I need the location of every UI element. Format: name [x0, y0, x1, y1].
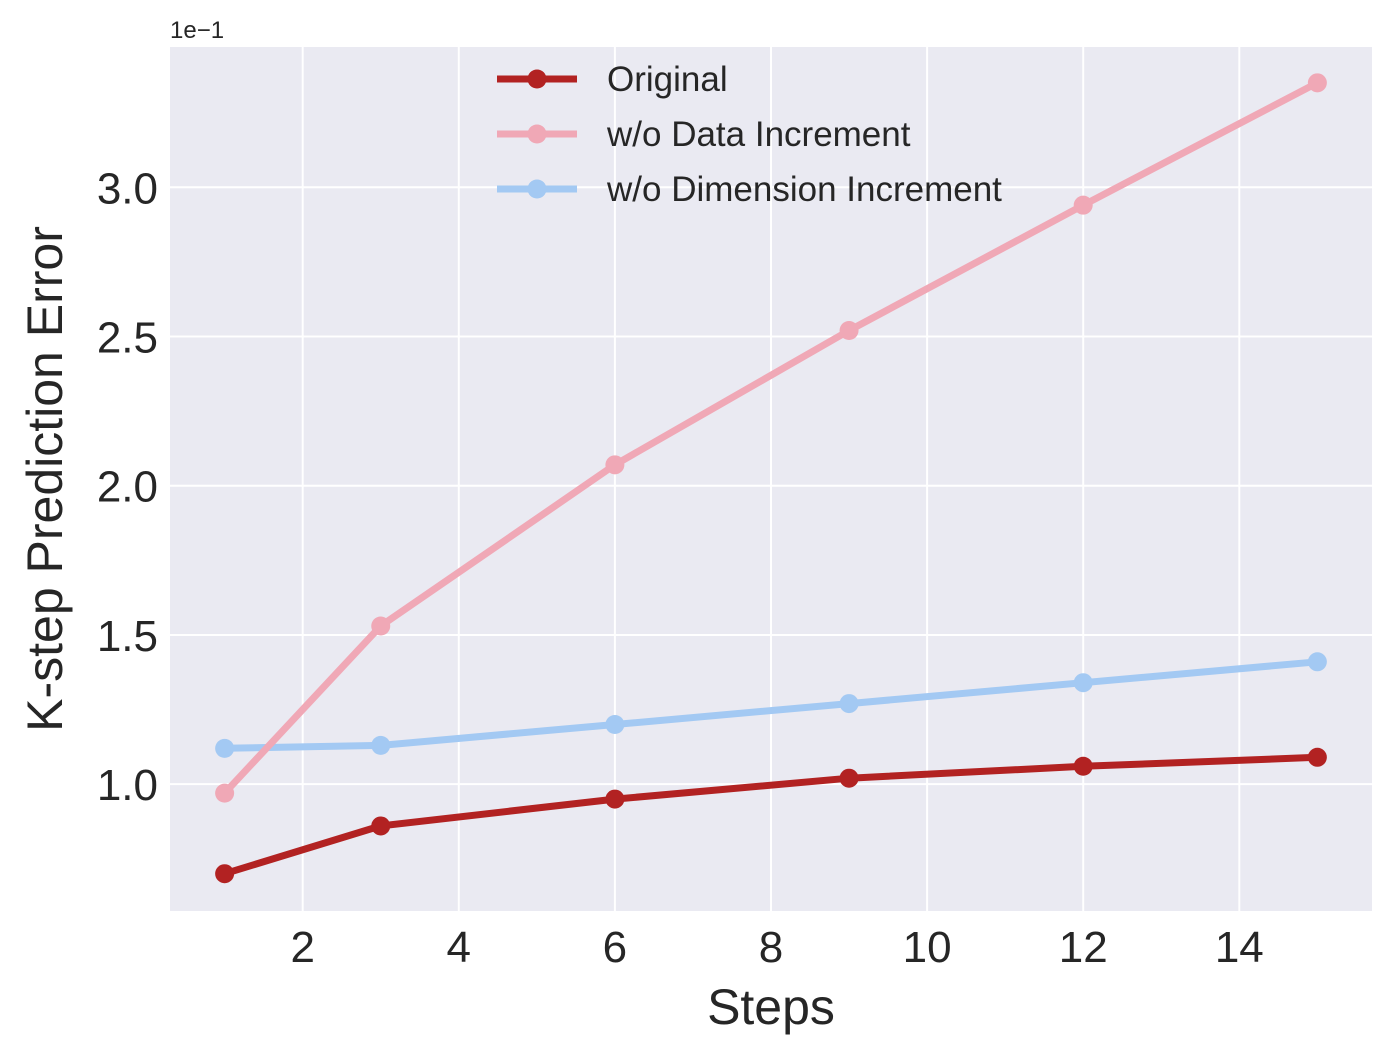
- x-axis-label: Steps: [707, 979, 835, 1035]
- series-lines: [215, 73, 1327, 884]
- y-tick-label: 1.5: [97, 612, 158, 661]
- series-line: [221, 79, 1321, 797]
- data-point: [1073, 756, 1093, 776]
- data-point: [605, 455, 625, 475]
- data-point: [215, 864, 235, 884]
- data-point: [605, 789, 625, 809]
- x-tick-label: 8: [759, 923, 783, 972]
- series-1: [215, 747, 1327, 884]
- data-point: [839, 694, 859, 714]
- data-point: [1307, 73, 1327, 93]
- series-3: [215, 652, 1327, 758]
- y-tick-label: 2.0: [97, 463, 158, 512]
- series-line: [221, 658, 1321, 752]
- x-tick-label: 4: [447, 923, 471, 972]
- data-point: [215, 783, 235, 803]
- x-tick-label: 2: [290, 923, 314, 972]
- data-point: [1073, 673, 1093, 693]
- legend-swatch-marker: [527, 69, 547, 89]
- data-point: [371, 616, 391, 636]
- y-tick-label: 3.0: [97, 164, 158, 213]
- x-tick-label: 12: [1059, 923, 1108, 972]
- tick-labels: 2 4 6 8 10 12 14 1.0 1.5 2.0 2.5 3.0: [97, 164, 1264, 972]
- data-point: [1307, 747, 1327, 767]
- data-point: [839, 768, 859, 788]
- data-point: [371, 735, 391, 755]
- x-tick-label: 6: [603, 923, 627, 972]
- series-2: [215, 73, 1327, 803]
- y-tick-label: 2.5: [97, 313, 158, 362]
- x-tick-label: 10: [903, 923, 952, 972]
- data-point: [1073, 195, 1093, 215]
- legend: Original w/o Data Increment w/o Dimension …: [497, 60, 1002, 209]
- legend-label: Original: [607, 60, 728, 99]
- data-point: [1307, 652, 1327, 672]
- y-axis-label: K-step Prediction Error: [17, 226, 73, 732]
- legend-item: w/o Dimension Increment: [497, 170, 1002, 209]
- y-offset-label: 1e−1: [170, 17, 224, 44]
- legend-item: w/o Data Increment: [497, 115, 911, 154]
- legend-swatch-marker: [527, 179, 547, 199]
- x-tick-label: 14: [1215, 923, 1264, 972]
- legend-label: w/o Data Increment: [606, 115, 911, 154]
- series-line: [221, 753, 1321, 878]
- legend-label: w/o Dimension Increment: [606, 170, 1002, 209]
- legend-swatch-marker: [527, 124, 547, 144]
- data-point: [839, 321, 859, 341]
- data-point: [605, 714, 625, 734]
- legend-item: Original: [497, 60, 728, 99]
- data-point: [371, 816, 391, 836]
- data-point: [215, 738, 235, 758]
- y-tick-label: 1.0: [97, 761, 158, 810]
